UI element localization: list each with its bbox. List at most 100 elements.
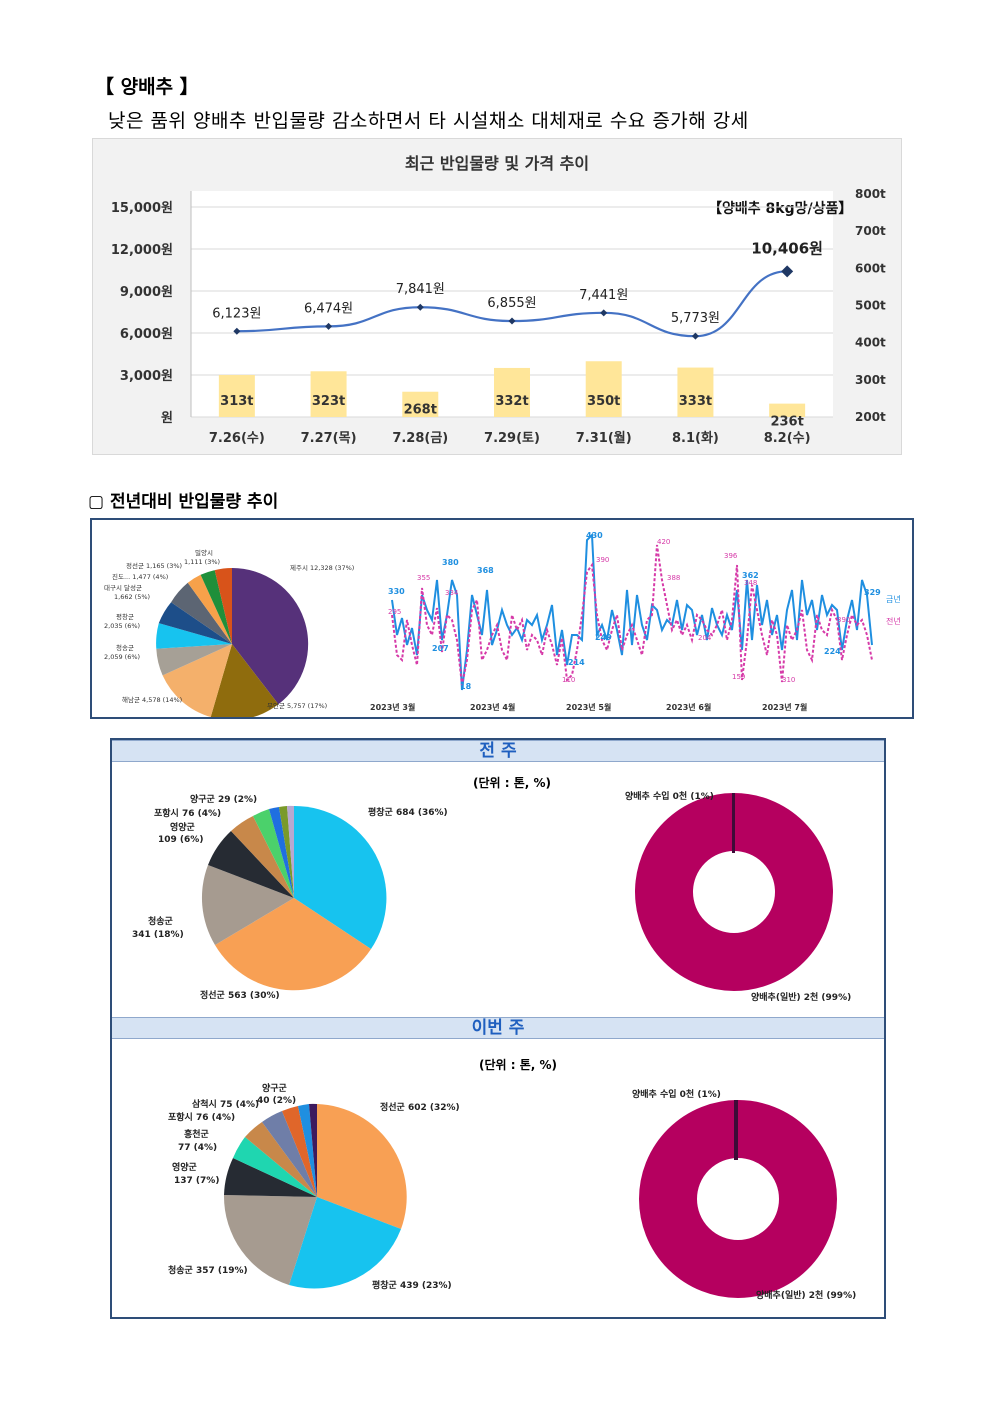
trend-label: 224 bbox=[824, 647, 841, 656]
x-tick-label: 2023년 3월 bbox=[370, 702, 415, 712]
left-tick-label: 원 bbox=[161, 411, 173, 426]
trend-label: 295 bbox=[388, 608, 401, 616]
pie-label: 평창군 684 (36%) bbox=[368, 806, 448, 818]
price-label: 6,123원 bbox=[212, 306, 261, 321]
origin-pie bbox=[156, 567, 309, 721]
volume-bar bbox=[494, 367, 530, 417]
trend-label: 207 bbox=[432, 644, 449, 653]
chart-title: 최근 반입물량 및 가격 추이 bbox=[405, 154, 589, 173]
price-point bbox=[600, 309, 608, 317]
unit-note: 【양배추 8kg망/상품】 bbox=[708, 200, 852, 217]
x-tick-label: 2023년 6월 bbox=[666, 702, 711, 712]
this-pie-labels: 정선군 602 (32%) 평창군 439 (23%) 청송군 357 (19%… bbox=[168, 1082, 460, 1291]
price-label: 7,441원 bbox=[579, 288, 628, 303]
trend-label: 249 bbox=[595, 633, 612, 642]
prev-pie-labels: 평창군 684 (36%) 정선군 563 (30%) 청송군 341 (18%… bbox=[132, 793, 448, 1001]
x-tick-label: 2023년 7월 bbox=[762, 702, 807, 712]
pie-label: 포항시 76 (4%) bbox=[154, 807, 221, 819]
donut-import-slice bbox=[734, 1100, 738, 1160]
x-tick-label: 7.31(월) bbox=[576, 430, 632, 446]
pie-slice-samcheok bbox=[262, 1111, 317, 1197]
trend-label: 368 bbox=[477, 566, 494, 575]
pie-slice-dalseong bbox=[158, 602, 232, 644]
volume-bar bbox=[310, 371, 347, 417]
pie-label: 양구군 bbox=[262, 1082, 288, 1094]
pie-slice-cheongsong bbox=[223, 1195, 317, 1285]
prev-donut-labels: 양배추 수입 0천 (1%) 양배추(일반) 2천 (99%) bbox=[625, 790, 851, 1003]
right-tick-label: 700t bbox=[855, 224, 886, 238]
pie-label: 해남군 4,578 (14%) bbox=[122, 695, 182, 704]
x-tick-label: 8.1(화) bbox=[672, 430, 719, 446]
volume-label: 323t bbox=[312, 394, 345, 409]
trend-label: 390 bbox=[596, 556, 609, 564]
x-tick-label: 7.29(토) bbox=[484, 431, 540, 446]
pie-label: 홍천군 bbox=[184, 1128, 210, 1140]
trend-label: 329 bbox=[864, 588, 881, 597]
trend-x-axis: 2023년 3월 2023년 4월 2023년 5월 2023년 6월 2023… bbox=[370, 702, 807, 712]
trend-label: 420 bbox=[657, 538, 670, 546]
price-label: 7,841원 bbox=[396, 282, 445, 297]
price-point bbox=[325, 322, 333, 330]
pie-slice-yanggu bbox=[282, 1106, 317, 1197]
pie-label: 청송군 bbox=[116, 644, 134, 652]
pie-label: 밀양시 bbox=[195, 549, 213, 557]
pie-slice-jeju bbox=[232, 567, 309, 705]
pie-label: 341 (18%) bbox=[132, 930, 184, 940]
this-week-pie bbox=[223, 1103, 407, 1289]
right-tick-label: 400t bbox=[855, 336, 886, 350]
volume-bar bbox=[585, 361, 622, 417]
volume-bars: 313t 323t 268t 332t 350t 333t 236t bbox=[218, 361, 806, 430]
volume-bar bbox=[218, 375, 255, 417]
pie-label: 정선군 602 (32%) bbox=[380, 1101, 460, 1113]
donut-import-slice bbox=[732, 793, 735, 853]
price-points: 6,123원 6,474원 7,841원 6,855원 7,441원 5,773원 10,4… bbox=[212, 239, 823, 340]
pie-slice-hongcheon bbox=[233, 1137, 317, 1197]
pie-slice-pyeongchang bbox=[156, 623, 232, 649]
legend-this-year: 금년 bbox=[886, 594, 901, 604]
x-tick-label: 2023년 5월 bbox=[566, 702, 611, 712]
price-volume-chart: 최근 반입물량 및 가격 추이 【양배추 8kg망/상품】 15,000원 12,… bbox=[92, 138, 902, 455]
pie-slice-yanggu bbox=[279, 806, 294, 898]
volume-label: 350t bbox=[587, 394, 620, 409]
yoy-trend-svg: 제주시 12,328 (37%) 무안군 5,757 (17%) 해남군 4,5… bbox=[104, 531, 901, 721]
right-tick-label: 600t bbox=[855, 261, 886, 275]
summary-sentence: 낮은 품위 양배추 반입물량 감소하면서 타 시설채소 대체재로 수요 증가해 … bbox=[108, 110, 749, 132]
pie-label: 109 (6%) bbox=[158, 835, 203, 845]
left-tick-label: 3,000원 bbox=[120, 369, 173, 384]
this-week-header: 이번 주 bbox=[112, 1017, 884, 1039]
prev-week-pie bbox=[201, 805, 387, 991]
price-label: 10,406원 bbox=[751, 239, 823, 257]
donut-label: 양배추 수입 0천 (1%) bbox=[632, 1088, 721, 1100]
pie-label: 평창군 439 (23%) bbox=[372, 1279, 452, 1291]
right-tick-label: 300t bbox=[855, 373, 886, 387]
volume-bar bbox=[769, 403, 806, 417]
x-tick-label: 7.26(수) bbox=[209, 431, 265, 446]
right-tick-label: 500t bbox=[855, 299, 886, 313]
this-week-donut bbox=[639, 1100, 837, 1298]
volume-label: 332t bbox=[495, 394, 528, 409]
legend-last-year: 전년 bbox=[886, 616, 901, 626]
price-label: 6,474원 bbox=[304, 301, 353, 316]
prev-week-donut bbox=[635, 793, 833, 991]
left-tick-label: 12,000원 bbox=[111, 243, 173, 258]
price-label: 6,855원 bbox=[487, 296, 536, 311]
trend-label: 388 bbox=[667, 574, 680, 582]
donut-label: 양배추(일반) 2천 (99%) bbox=[756, 1289, 856, 1301]
pie-label: 1,662 (5%) bbox=[114, 593, 150, 601]
trend-label: 362 bbox=[742, 571, 759, 580]
trend-label: 430 bbox=[586, 531, 603, 540]
volume-bar bbox=[402, 391, 439, 417]
trend-label: 380 bbox=[442, 558, 459, 567]
unit-label: (단위 : 톤, %) bbox=[479, 1057, 557, 1072]
trend-label: 355 bbox=[417, 574, 430, 582]
x-tick-label: 7.27(목) bbox=[301, 431, 357, 446]
pie-label: 대구시 달성군 bbox=[104, 583, 142, 592]
trend-label: 204 bbox=[698, 634, 712, 642]
pie-slice-pyeongchang bbox=[294, 805, 387, 949]
right-axis: 800t 700t 600t 500t 400t 300t 200t bbox=[855, 187, 886, 424]
pie-label: 평창군 bbox=[116, 612, 134, 621]
donut-label: 양배추(일반) 2천 (99%) bbox=[751, 991, 851, 1003]
x-tick-label: 2023년 4월 bbox=[470, 702, 515, 712]
pie-slice-other bbox=[253, 809, 294, 898]
